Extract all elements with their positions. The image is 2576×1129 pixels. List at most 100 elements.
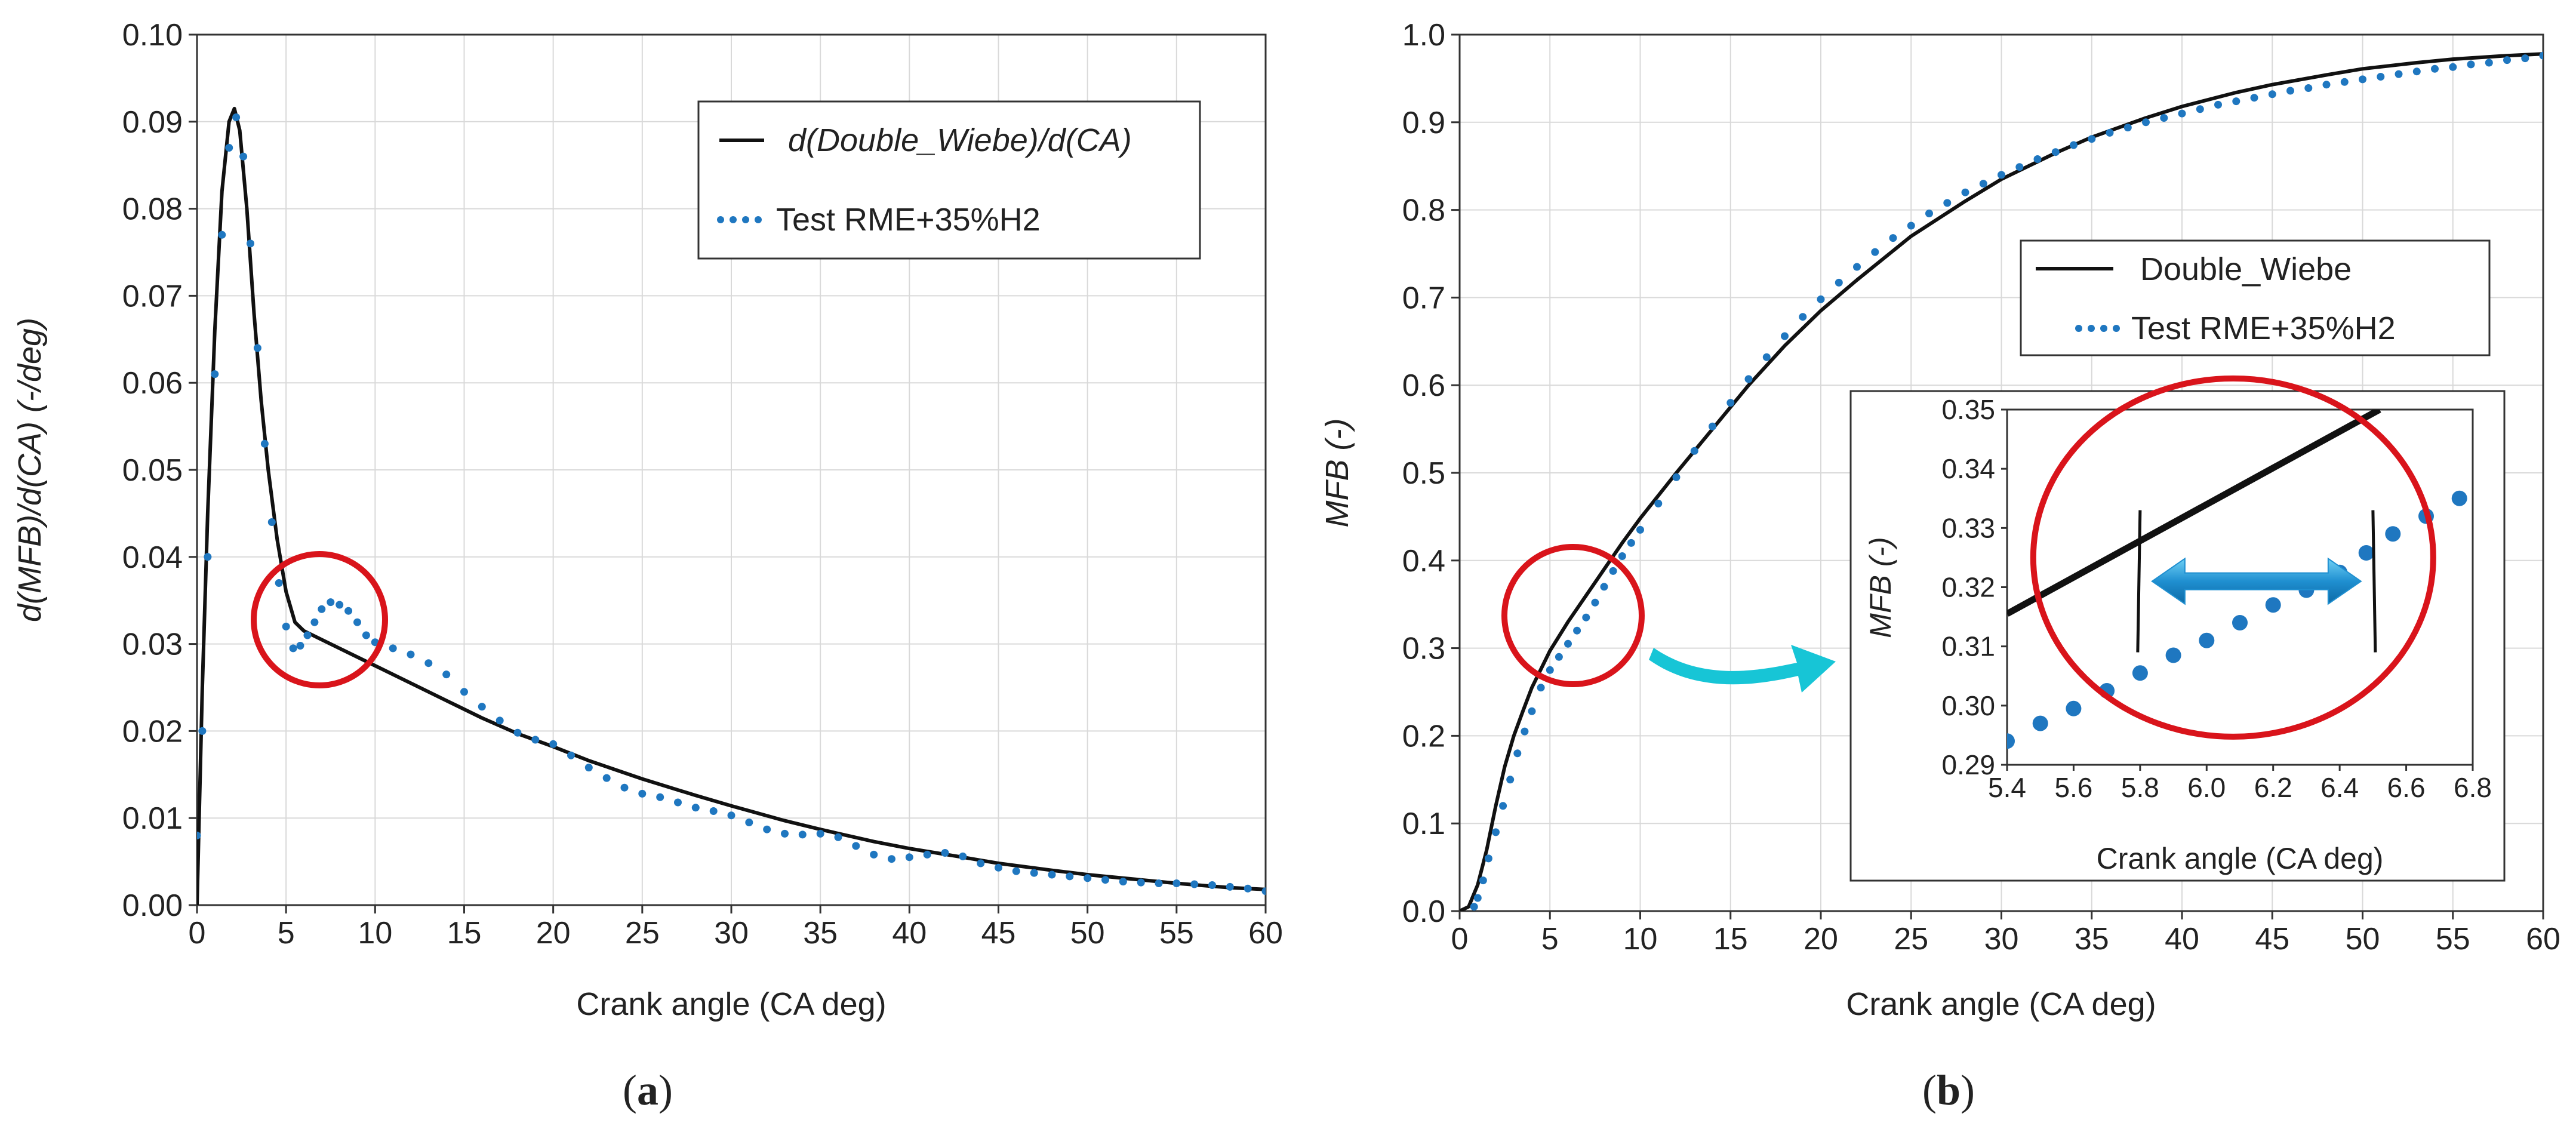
chart-b-series-1-point-7 — [1513, 749, 1522, 758]
chart-b-inset-xtick-label-2: 5.8 — [2121, 772, 2159, 803]
chart-b-series-1-point-66 — [2449, 63, 2457, 71]
chart-b-inset-xtick-label-6: 6.6 — [2387, 772, 2426, 803]
chart-b-series-1-point-39 — [1961, 188, 1969, 196]
chart-a-legend-label-1: Test RME+35%H2 — [776, 202, 1041, 238]
chart-a-series-1-point-53 — [888, 855, 895, 863]
chart-b-series-1-point-67 — [2467, 60, 2475, 69]
chart-b-series-1-point-28 — [1762, 353, 1771, 361]
chart-a-series-1-point-71 — [1208, 881, 1216, 889]
chart-a-series-1-point-0 — [197, 831, 201, 839]
chart-b-series-1-point-26 — [1726, 399, 1735, 407]
chart-b-ytick-label-8: 0.8 — [1402, 193, 1445, 228]
chart-a-series-1-point-7 — [239, 152, 248, 161]
chart-a-xlabel: Crank angle (CA deg) — [576, 986, 886, 1022]
chart-a-series-1-point-37 — [602, 774, 611, 782]
chart-a-xtick-label-4: 20 — [536, 916, 571, 950]
chart-b-series-1-point-58 — [2304, 84, 2313, 92]
chart-b-series-1-point-48 — [2123, 124, 2132, 132]
chart-a-series-1-point-40 — [656, 793, 664, 801]
chart-b-series-1-point-31 — [1817, 295, 1825, 303]
chart-b-series-1-point-13 — [1564, 639, 1572, 648]
chart-b-series-1-point-68 — [2485, 59, 2493, 67]
chart-a-series-1-point-46 — [763, 825, 771, 833]
chart-b-inset-ytick-label-1: 0.30 — [1941, 690, 1995, 721]
chart-a-series-1-point-5 — [225, 144, 233, 152]
chart-a-series-1-point-6 — [232, 113, 241, 121]
chart-a-series-1-point-17 — [310, 618, 319, 626]
chart-a-series-1-point-31 — [495, 716, 504, 725]
chart-a-series-1-point-12 — [275, 579, 283, 587]
chart-a-series-1-point-61 — [1030, 869, 1038, 877]
chart-a-series-1-point-56 — [941, 849, 949, 857]
chart-b-legend-label-1: Test RME+35%H2 — [2131, 310, 2396, 346]
chart-b-series-1-point-53 — [2214, 100, 2222, 109]
chart-a-xtick-label-12: 60 — [1248, 916, 1283, 950]
chart-a-series-1-point-38 — [620, 783, 629, 792]
chart-a-series-1-point-20 — [336, 601, 344, 609]
caption-a: (a) — [623, 1066, 673, 1114]
chart-a-series-1-point-13 — [282, 622, 290, 630]
chart-b-inset-annotations — [2030, 375, 2436, 740]
chart-b-series-1-point-1 — [1473, 894, 1482, 902]
chart-b-series-1-point-12 — [1555, 653, 1563, 661]
chart-a-series-1-point-55 — [923, 850, 931, 859]
chart-b-xtick-label-1: 5 — [1541, 922, 1559, 956]
chart-a-series-1-point-26 — [407, 650, 415, 659]
chart-b: 0 5 10 15 20 25 30 35 40 45 50 55 60 0.0 0.1 0.2 0.3 0.4 0… — [1319, 18, 2560, 1022]
chart-a-series — [197, 106, 1266, 905]
chart-b-ytick-label-10: 1.0 — [1402, 18, 1445, 53]
chart-a-ytick-label-9: 0.09 — [122, 105, 183, 140]
chart-a-series-1-point-57 — [959, 852, 967, 860]
chart-b-inset-ytick-label-6: 0.35 — [1941, 394, 1995, 425]
chart-a-series-1-point-45 — [745, 819, 753, 826]
chart-b-series-1-point-44 — [2051, 148, 2060, 156]
chart-b-xtick-label-9: 45 — [2255, 922, 2289, 956]
chart-b-inset-series-1-point-2 — [2066, 700, 2082, 716]
chart-a-series-1-point-52 — [870, 850, 878, 859]
chart-a-xtick-label-1: 5 — [278, 916, 295, 950]
chart-a-series-1-point-22 — [353, 618, 361, 626]
chart-a-xtick-label-3: 15 — [447, 916, 482, 950]
chart-b-series-1-point-69 — [2503, 56, 2511, 64]
chart-b-series-1-point-29 — [1781, 332, 1789, 340]
chart-b-xtick-label-3: 15 — [1713, 922, 1748, 956]
chart-b-ytick-label-4: 0.4 — [1402, 544, 1445, 579]
chart-b-inset-series-1-point-7 — [2232, 615, 2248, 630]
chart-a-series-1-point-23 — [362, 631, 370, 639]
chart-a-series-1-point-65 — [1101, 876, 1109, 884]
chart-a-ytick-label-8: 0.08 — [122, 192, 183, 227]
chart-a-series-1-point-68 — [1155, 879, 1163, 887]
chart-a-series-1-point-1 — [198, 727, 207, 735]
chart-b-xtick-label-12: 60 — [2526, 922, 2560, 956]
chart-b-inset-series-0-line — [2007, 410, 2381, 617]
chart-a-series-1-point-50 — [834, 833, 842, 841]
chart-a-ytick-label-2: 0.02 — [122, 714, 183, 749]
chart-a-series-1-point-70 — [1190, 880, 1199, 888]
chart-b-inset-xtick-label-4: 6.2 — [2254, 772, 2292, 803]
chart-a-series-1-point-62 — [1048, 870, 1056, 879]
chart-b-series-1-point-71 — [2539, 51, 2543, 60]
chart-b-series-1-point-17 — [1600, 583, 1608, 591]
chart-b-inset-series-1-point-11 — [2358, 545, 2374, 561]
caption-b: (b) — [1922, 1066, 1975, 1114]
chart-b-ticks: 0 5 10 15 20 25 30 35 40 45 50 55 60 0.0 0.1 0.2 0.3 0.4 0… — [1402, 18, 2560, 956]
chart-a-series-1-point-72 — [1226, 882, 1234, 891]
chart-b-xtick-label-6: 30 — [1984, 922, 2019, 956]
chart-a-series-1-point-35 — [567, 751, 575, 759]
chart-a-legend-box — [697, 100, 1201, 260]
chart-b-series-1-point-30 — [1799, 313, 1807, 321]
chart-b-series — [1460, 51, 2543, 911]
chart-b-series-1-point-21 — [1636, 525, 1644, 534]
chart-b-ylabel: MFB (-) — [1319, 419, 1355, 528]
chart-b-ytick-label-0: 0.0 — [1402, 894, 1445, 929]
chart-b-series-1-point-60 — [2340, 78, 2349, 86]
chart-b-series-1-point-59 — [2322, 81, 2331, 89]
chart-b-inset-xlabel: Crank angle (CA deg) — [2097, 842, 2384, 875]
chart-a-ytick-label-4: 0.04 — [122, 540, 183, 575]
chart-a-ytick-label-5: 0.05 — [122, 453, 183, 488]
chart-b-inset-marker-0 — [2136, 510, 2142, 653]
chart-b-series-1-point-0 — [1470, 903, 1478, 911]
chart-b-xlabel: Crank angle (CA deg) — [1846, 986, 2156, 1022]
chart-a-xtick-label-0: 0 — [189, 916, 206, 950]
